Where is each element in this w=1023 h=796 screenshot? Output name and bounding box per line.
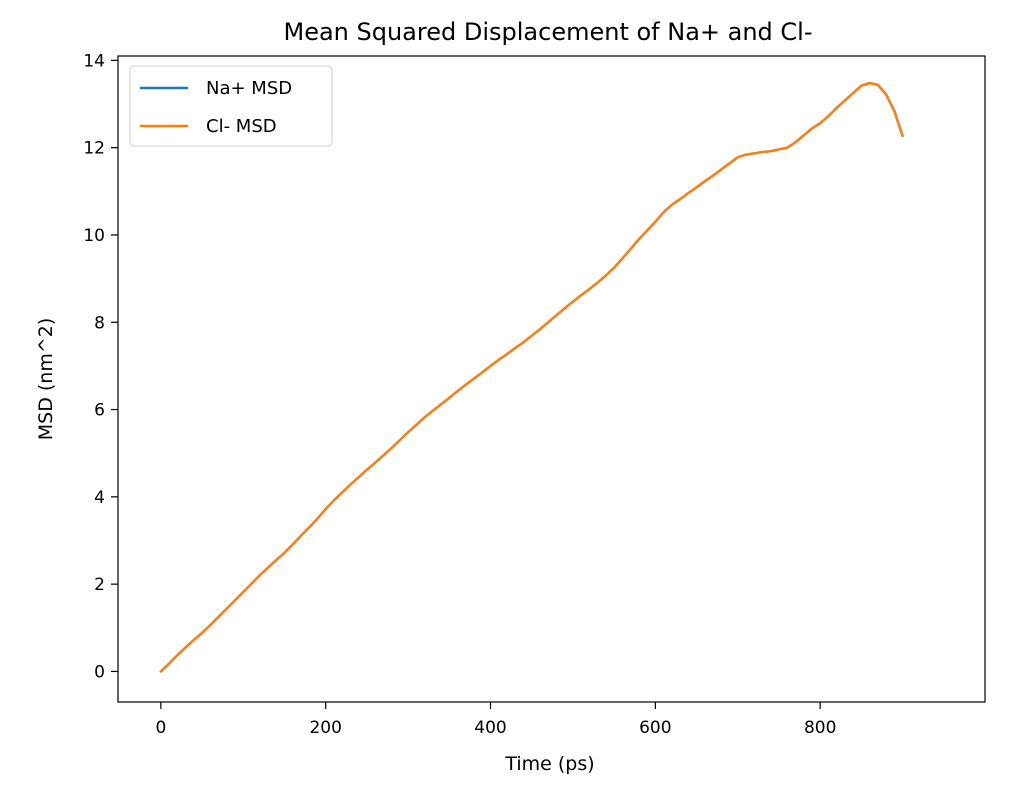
y-tick-label: 12 — [83, 139, 105, 159]
plot-frame — [117, 55, 986, 703]
series-layer — [159, 81, 904, 673]
x-axis: 0 200 400 600 800 — [155, 702, 836, 738]
y-tick-label: 2 — [94, 575, 105, 595]
series-line-cl — [159, 81, 904, 673]
legend: Na+ MSD Cl- MSD — [129, 65, 333, 147]
x-tick-label: 600 — [639, 718, 671, 738]
x-tick-label: 200 — [309, 718, 341, 738]
legend-label-na: Na+ MSD — [206, 78, 292, 99]
x-tick-label: 800 — [804, 718, 836, 738]
y-tick-label: 0 — [94, 662, 105, 682]
y-axis-label: MSD (nm^2) — [35, 318, 57, 441]
x-tick-label: 0 — [155, 718, 166, 738]
y-tick-label: 10 — [83, 226, 105, 246]
x-axis-label: Time (ps) — [504, 753, 594, 775]
y-tick-label: 6 — [94, 401, 105, 421]
chart-title: Mean Squared Displacement of Na+ and Cl- — [283, 18, 812, 46]
x-tick-label: 400 — [474, 718, 506, 738]
y-tick-label: 8 — [94, 313, 105, 333]
legend-label-cl: Cl- MSD — [206, 116, 277, 137]
y-tick-label: 14 — [83, 51, 105, 71]
y-tick-label: 4 — [94, 488, 105, 508]
y-axis: 0 2 4 6 8 10 12 14 — [83, 51, 118, 682]
